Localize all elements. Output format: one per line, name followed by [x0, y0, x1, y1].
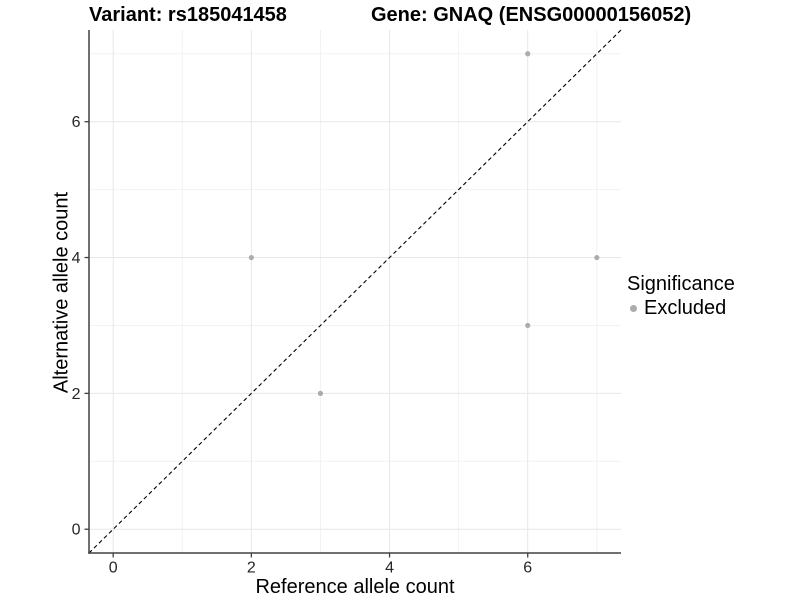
data-point — [594, 254, 600, 261]
data-point — [248, 254, 254, 261]
data-point — [525, 51, 531, 57]
x-tick-label: 2 — [247, 560, 256, 577]
y-tick-label: 2 — [72, 386, 81, 403]
legend-point-icon — [630, 304, 637, 312]
data-point — [525, 322, 531, 329]
plot-title-variant: Variant: rs185041458 — [89, 4, 287, 26]
y-tick-label: 6 — [72, 114, 81, 131]
x-tick-label: 4 — [385, 560, 394, 577]
legend-title: Significance — [627, 273, 735, 295]
data-point — [317, 390, 324, 396]
y-tick-label: 4 — [72, 250, 81, 267]
identity-dashed-line — [88, 29, 622, 554]
plot-title-gene: Gene: GNAQ (ENSG00000156052) — [371, 4, 692, 26]
y-tick-label: 0 — [72, 522, 81, 539]
legend-entry-label: Excluded — [644, 297, 727, 319]
legend: Significance Excluded — [627, 273, 735, 319]
legend-entry-excluded: Excluded — [630, 297, 735, 319]
x-axis-title: Reference allele count — [255, 576, 455, 598]
y-axis-title: Alternative allele count — [50, 191, 73, 394]
x-tick-label: 6 — [523, 560, 532, 577]
x-tick-label: 0 — [109, 560, 118, 577]
